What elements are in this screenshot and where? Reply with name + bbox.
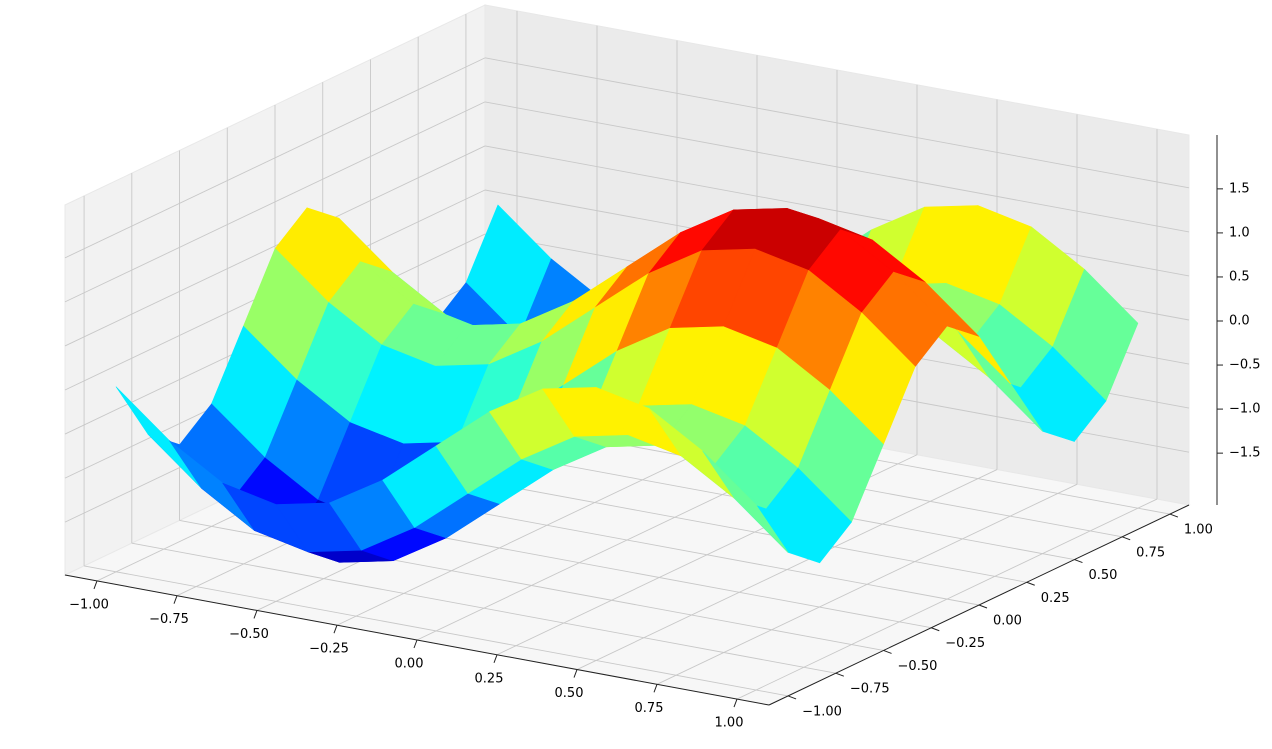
y-tick-label: 1.00 [1184, 523, 1213, 538]
tick-mark [1026, 581, 1035, 586]
tick-mark [1169, 513, 1179, 518]
grid-line [64, 145, 486, 347]
tick-mark [978, 604, 988, 609]
x-tick-label: 0.50 [555, 686, 584, 701]
y-tick-label: 0.00 [993, 614, 1022, 629]
x-tick-label: −0.75 [149, 612, 189, 627]
grid-line [64, 101, 486, 303]
tick-mark [835, 672, 844, 677]
tick-mark [173, 595, 178, 604]
tick-mark [253, 610, 258, 619]
x-tick-label: −0.25 [309, 642, 349, 657]
tick-mark [883, 649, 892, 654]
grid-line [484, 101, 1190, 233]
x-tick-label: 0.00 [395, 657, 424, 672]
tick-mark [653, 684, 658, 693]
tick-mark [1122, 536, 1131, 541]
surface-patch [702, 450, 789, 553]
tick-mark [93, 580, 98, 590]
tick-mark [1074, 559, 1083, 564]
z-tick-label: −1.0 [1229, 402, 1261, 417]
tick-mark [787, 695, 797, 700]
grid-line [84, 565, 789, 697]
tick-mark [573, 669, 578, 678]
grid-line [484, 145, 1190, 277]
x-tick-label: 0.25 [475, 671, 504, 686]
z-tick-label: 0.0 [1229, 314, 1250, 329]
y-tick-label: −1.00 [802, 704, 842, 719]
x-tick-label: 1.00 [715, 716, 744, 731]
y-tick-label: 0.75 [1136, 545, 1165, 560]
x-tick-label: −0.50 [229, 627, 269, 642]
y-tick-label: −0.75 [850, 682, 890, 697]
z-tick-label: 0.5 [1229, 269, 1250, 284]
y-axis-line [768, 504, 1190, 706]
y-tick-label: 0.50 [1088, 568, 1117, 583]
z-tick-label: −1.5 [1229, 446, 1261, 461]
y-tick-label: 0.25 [1041, 591, 1070, 606]
tick-mark [413, 639, 418, 649]
z-tick-label: −0.5 [1229, 358, 1261, 373]
z-tick-label: 1.5 [1229, 181, 1250, 196]
x-tick-label: 0.75 [635, 701, 664, 716]
grid-line [131, 542, 836, 674]
y-tick-label: −0.50 [898, 659, 938, 674]
grid-line [484, 57, 1190, 189]
z-tick-label: 1.0 [1229, 225, 1250, 240]
tick-mark [931, 627, 940, 632]
x-tick-label: −1.00 [69, 597, 109, 612]
tick-mark [733, 698, 738, 708]
x-axis-line [64, 574, 770, 706]
grid-line [64, 57, 486, 259]
tick-mark [493, 654, 498, 663]
tick-mark [333, 625, 338, 634]
y-tick-label: −0.25 [945, 636, 985, 651]
